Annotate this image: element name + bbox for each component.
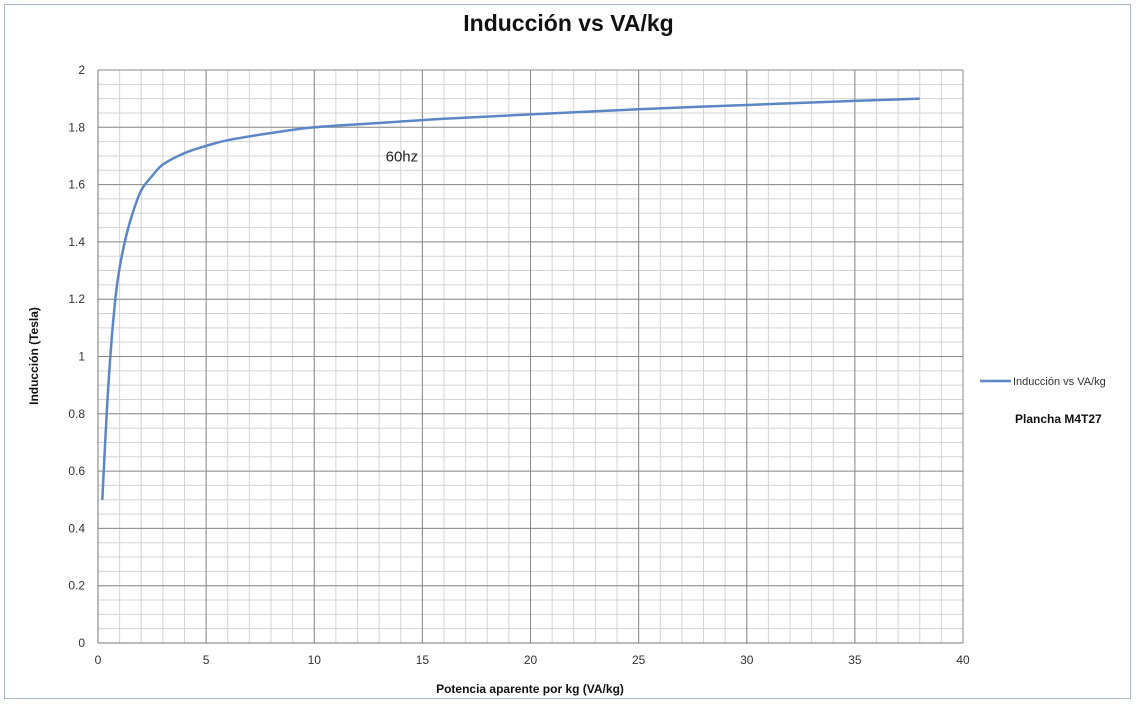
legend: Inducción vs VA/kg <box>980 376 1106 388</box>
y-tick-labels: 0 0.2 0.4 0.6 0.8 1 1.2 1.4 1.6 1.8 2 <box>68 63 85 650</box>
legend-label: Inducción vs VA/kg <box>1013 376 1106 388</box>
note-label: Plancha M4T27 <box>1015 412 1102 426</box>
x-tick-label: 15 <box>416 653 430 667</box>
x-tick-label: 35 <box>848 653 862 667</box>
y-tick-label: 0.2 <box>68 579 85 593</box>
y-tick-label: 1.4 <box>68 235 85 249</box>
x-tick-label: 40 <box>956 653 970 667</box>
annotation-label: 60hz <box>386 149 419 166</box>
y-tick-label: 1 <box>78 350 85 364</box>
axes <box>97 70 963 644</box>
y-tick-label: 2 <box>78 63 85 77</box>
y-tick-label: 0.6 <box>68 464 85 478</box>
x-tick-label: 20 <box>524 653 538 667</box>
x-tick-labels: 0 5 10 15 20 25 30 35 40 <box>95 653 970 667</box>
x-tick-label: 5 <box>203 653 210 667</box>
y-axis-title: Inducción (Tesla) <box>27 307 41 405</box>
x-tick-label: 0 <box>95 653 102 667</box>
y-tick-label: 0 <box>78 636 85 650</box>
y-tick-label: 0.8 <box>68 407 85 421</box>
x-axis-title: Potencia aparente por kg (VA/kg) <box>436 682 624 696</box>
x-tick-label: 10 <box>308 653 322 667</box>
y-tick-label: 0.4 <box>68 521 85 535</box>
grid-major <box>97 69 964 644</box>
x-tick-label: 25 <box>632 653 646 667</box>
x-tick-label: 30 <box>740 653 754 667</box>
y-tick-label: 1.2 <box>68 292 85 306</box>
chart-title: Inducción vs VA/kg <box>463 10 674 36</box>
series-line <box>101 97 920 500</box>
y-tick-label: 1.8 <box>68 120 85 134</box>
y-tick-label: 1.6 <box>68 178 85 192</box>
chart-frame <box>4 4 1131 699</box>
